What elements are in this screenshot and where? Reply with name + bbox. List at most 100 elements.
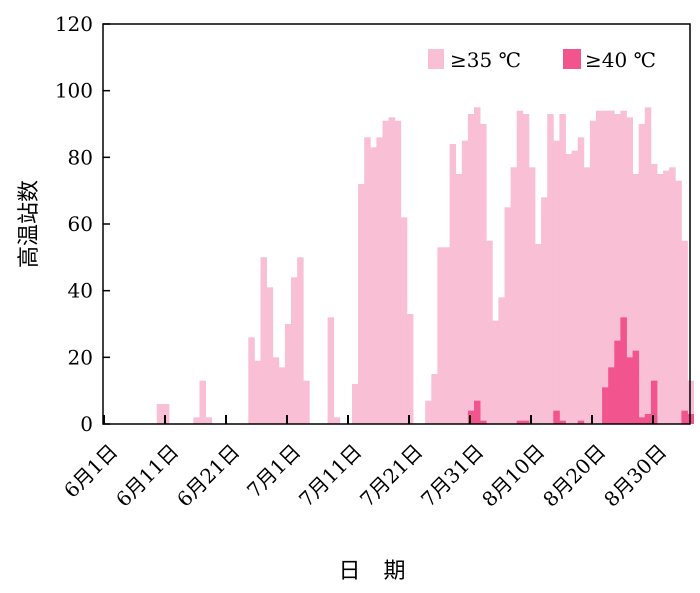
bar-ge35 bbox=[291, 277, 298, 424]
bar-ge35 bbox=[577, 137, 585, 424]
bar-ge35 bbox=[248, 337, 255, 424]
bar-ge35 bbox=[376, 137, 383, 424]
bar-ge35 bbox=[162, 404, 170, 424]
bar-ge40 bbox=[614, 340, 621, 424]
bar-ge35 bbox=[284, 324, 292, 424]
bar-ge40 bbox=[467, 410, 475, 424]
bar-ge35 bbox=[608, 110, 615, 425]
bar-ge35 bbox=[541, 197, 548, 424]
bar-ge40 bbox=[650, 380, 658, 424]
bar-ge40 bbox=[644, 414, 652, 424]
y-axis-ticks: 0 20 40 60 80 100 120 bbox=[55, 12, 110, 436]
bar-ge35 bbox=[352, 384, 359, 424]
bar-ge35 bbox=[400, 217, 408, 424]
bar-ge35 bbox=[583, 167, 591, 424]
bar-ge40 bbox=[553, 410, 560, 424]
bar-ge35 bbox=[657, 174, 664, 424]
bar-ge35 bbox=[437, 247, 444, 424]
bar-ge35 bbox=[327, 317, 335, 424]
bar-ge35 bbox=[498, 297, 505, 424]
bar-ge35 bbox=[461, 140, 469, 425]
bar-ge35 bbox=[382, 120, 389, 425]
bar-ge40 bbox=[681, 410, 688, 424]
bar-ge35 bbox=[516, 110, 524, 425]
bar-ge35 bbox=[406, 314, 414, 424]
bar-ge35 bbox=[614, 114, 621, 424]
bar-ge35 bbox=[394, 120, 402, 425]
bar-ge40 bbox=[522, 420, 530, 424]
bar-ge35 bbox=[260, 257, 267, 424]
bar-ge35 bbox=[559, 114, 566, 424]
bar-ge40 bbox=[620, 317, 627, 424]
y-tick-label: 60 bbox=[68, 212, 93, 236]
bar-ge35 bbox=[449, 144, 457, 424]
bar-ge35 bbox=[571, 150, 579, 425]
bar-ge35 bbox=[156, 404, 164, 424]
bar-ge35 bbox=[272, 357, 280, 424]
bar-ge35 bbox=[620, 110, 627, 425]
x-axis-label: 日 期 bbox=[339, 559, 414, 584]
bar-ge40 bbox=[602, 387, 609, 424]
bar-ge40 bbox=[480, 420, 487, 424]
bar-ge35 bbox=[675, 180, 682, 424]
bar-ge35 bbox=[510, 167, 518, 424]
bar-ge35 bbox=[358, 184, 365, 424]
bar-ge35 bbox=[596, 110, 603, 425]
legend-label-ge35: ≥35 ℃ bbox=[450, 48, 521, 72]
bar-ge35 bbox=[650, 164, 658, 424]
bar-ge35 bbox=[278, 367, 286, 424]
bar-ge40 bbox=[559, 420, 566, 424]
bar-ge35 bbox=[254, 360, 261, 424]
bar-ge35 bbox=[565, 154, 572, 424]
bar-ge35 bbox=[547, 114, 554, 424]
legend: ≥35 ℃ ≥40 ℃ bbox=[428, 48, 656, 72]
bar-ge35 bbox=[535, 244, 542, 424]
bar-ge35 bbox=[644, 107, 652, 424]
bar-ge35 bbox=[528, 167, 536, 424]
legend-swatch-ge40 bbox=[563, 49, 581, 69]
series-ge35-bars bbox=[156, 107, 694, 425]
y-tick-label: 40 bbox=[68, 279, 93, 303]
bar-ge35 bbox=[681, 240, 688, 424]
bar-ge35 bbox=[602, 110, 609, 425]
bar-ge40 bbox=[632, 350, 640, 424]
bar-ge40 bbox=[608, 367, 615, 424]
bar-ge35 bbox=[333, 417, 341, 424]
y-tick-label: 0 bbox=[80, 412, 93, 436]
series-ge40-bars bbox=[467, 317, 694, 424]
bar-ge40 bbox=[638, 417, 646, 424]
bar-ge35 bbox=[492, 320, 499, 424]
bar-ge35 bbox=[480, 124, 487, 424]
bar-ge35 bbox=[388, 117, 396, 424]
bar-ge35 bbox=[431, 374, 438, 424]
bar-ge35 bbox=[193, 417, 200, 424]
bar-ge35 bbox=[474, 107, 481, 424]
bar-ge35 bbox=[455, 174, 463, 424]
y-tick-label: 120 bbox=[55, 12, 93, 36]
bar-ge35 bbox=[589, 120, 597, 425]
bar-ge35 bbox=[626, 117, 633, 424]
y-tick-label: 20 bbox=[68, 345, 93, 369]
bar-ge35 bbox=[632, 174, 640, 424]
bar-ge35 bbox=[522, 114, 530, 424]
bar-ge35 bbox=[669, 167, 676, 424]
bar-ge35 bbox=[425, 400, 432, 424]
bar-ge40 bbox=[516, 420, 524, 424]
bar-ge35 bbox=[266, 287, 274, 424]
bar-ge35 bbox=[297, 257, 304, 424]
legend-label-ge40: ≥40 ℃ bbox=[585, 48, 656, 72]
bar-ge35 bbox=[364, 137, 371, 424]
y-tick-label: 80 bbox=[68, 145, 93, 169]
y-axis-label: 高温站数 bbox=[17, 180, 42, 268]
bar-ge35 bbox=[663, 170, 670, 424]
bar-ge35 bbox=[443, 247, 450, 424]
y-tick-label: 100 bbox=[55, 79, 93, 103]
bar-ge35 bbox=[486, 240, 493, 424]
bar-ge40 bbox=[626, 357, 633, 424]
bar-ge35 bbox=[303, 380, 310, 424]
bar-ge40 bbox=[577, 420, 585, 424]
legend-swatch-ge35 bbox=[428, 49, 444, 69]
bar-ge35 bbox=[638, 124, 646, 424]
bar-ge35 bbox=[553, 140, 560, 425]
